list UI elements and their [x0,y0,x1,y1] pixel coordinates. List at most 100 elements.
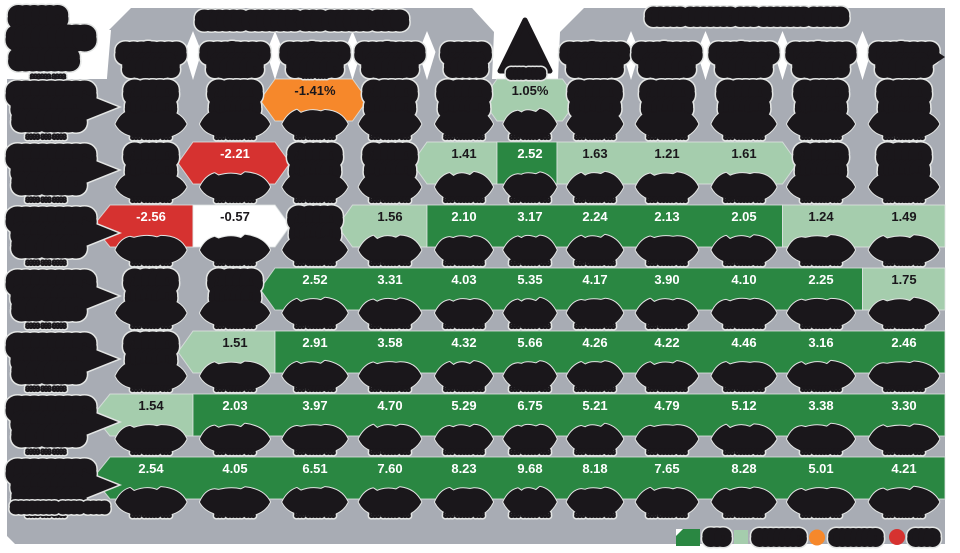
svg-text:8.8888: 8.8888 [131,148,171,163]
svg-text:3.90: 3.90 [654,272,679,287]
svg-text:1.63: 1.63 [582,146,607,161]
svg-text:2.13: 2.13 [654,209,679,224]
svg-text:888 88888 888: 888 88888 888 [370,450,411,456]
svg-text:8.8888: 8.8888 [295,148,335,163]
svg-text:888 88888 888: 888 88888 888 [510,450,551,456]
svg-text:888 88888 888: 888 88888 888 [575,135,616,141]
svg-text:888 88888 888: 888 88888 888 [575,198,616,204]
svg-text:3.30: 3.30 [891,398,916,413]
svg-text:8888 888 8888: 8888 888 8888 [26,450,67,456]
svg-text:888 88888 888: 888 88888 888 [801,387,842,393]
svg-text:888888 8888: 888888 8888 [30,75,66,81]
svg-text:888 88888: 888 88888 [18,239,79,254]
svg-text:8.23: 8.23 [451,461,476,476]
svg-text:8888 888 8888: 8888 888 8888 [26,450,67,456]
svg-text:888 88888 888: 888 88888 888 [801,450,842,456]
svg-text:8888888: 8888888 [572,61,619,75]
svg-text:888 88888 888: 888 88888 888 [647,198,688,204]
svg-text:888888 8888888 888 888888 8888: 888888 8888888 888 888888 8888 [201,13,403,28]
svg-text:1.54: 1.54 [138,398,164,413]
svg-text:8888 888 8888: 8888 888 8888 [26,387,67,393]
svg-text:1.41: 1.41 [451,146,476,161]
svg-text:2.91: 2.91 [302,335,327,350]
svg-text:3.97: 3.97 [302,398,327,413]
svg-text:888 88888 888: 888 88888 888 [295,387,336,393]
svg-text:888 88888 888: 888 88888 888 [647,387,688,393]
svg-text:1.21: 1.21 [654,146,679,161]
svg-text:5.01: 5.01 [808,461,833,476]
svg-text:888 88888 888: 888 88888 888 [510,261,551,267]
svg-text:888 88888 888: 888 88888 888 [724,387,765,393]
svg-text:1.56: 1.56 [377,209,402,224]
svg-text:888 88888 888: 888 88888 888 [370,324,411,330]
svg-text:8888 8888: 8888 8888 [731,74,757,80]
svg-text:8.8888: 8.8888 [370,85,410,100]
svg-text:888 88888 888: 888 88888 888 [131,261,172,267]
svg-text:8888 888 8888: 8888 888 8888 [26,198,67,204]
svg-text:888 88888 888: 888 88888 888 [131,198,172,204]
svg-text:888: 888 [708,532,726,544]
svg-text:8888888: 8888888 [644,61,691,75]
svg-text:888 88888 888: 888 88888 888 [724,198,765,204]
svg-text:4.03: 4.03 [451,272,476,287]
svg-text:888 88888 888: 888 88888 888 [575,324,616,330]
svg-text:888 88888 888: 888 88888 888 [444,198,485,204]
svg-text:8888888: 8888888 [721,61,768,75]
svg-text:5.12: 5.12 [731,398,756,413]
svg-text:888 88888 888: 888 88888 888 [295,450,336,456]
svg-text:888 88888 888: 888 88888 888 [647,450,688,456]
svg-text:888 88888: 888 88888 [18,302,79,317]
svg-text:8888 888 8888: 8888 888 8888 [26,513,67,519]
svg-text:888 88888 888: 888 88888 888 [370,513,411,519]
svg-text:8888 8888: 8888 8888 [808,74,834,80]
svg-text:888 88888: 888 88888 [18,176,79,191]
svg-text:8888888: 8888888 [367,61,414,75]
svg-text:-1.41%: -1.41% [294,83,336,98]
svg-text:8.8888: 8.8888 [801,148,841,163]
svg-text:888 88888 888: 888 88888 888 [444,513,485,519]
svg-text:8888 888 8888: 8888 888 8888 [26,387,67,393]
svg-text:8888 888 8888: 8888 888 8888 [26,135,67,141]
svg-text:3.58: 3.58 [377,335,402,350]
svg-text:8888 888 8888: 8888 888 8888 [26,261,67,267]
svg-text:8.8888: 8.8888 [884,148,924,163]
svg-text:8888 8888: 8888 8888 [654,74,680,80]
svg-text:6.75: 6.75 [517,398,542,413]
svg-text:888 88888 888: 888 88888 888 [801,198,842,204]
svg-text:2.25: 2.25 [808,272,833,287]
svg-text:8.18: 8.18 [582,461,607,476]
svg-text:4.70: 4.70 [377,398,402,413]
svg-text:2.54: 2.54 [138,461,164,476]
svg-text:8888 8888: 8888 8888 [138,74,164,80]
svg-text:4.26: 4.26 [582,335,607,350]
svg-text:888 88888 888: 888 88888 888 [647,261,688,267]
svg-text:888 88888 888: 888 88888 888 [295,324,336,330]
svg-text:8.8888: 8.8888 [215,274,255,289]
svg-text:8.8888: 8.8888 [131,337,171,352]
svg-text:88888888: 88888888 [757,533,802,544]
svg-text:2.03: 2.03 [222,398,247,413]
svg-text:8888 8888: 8888 8888 [302,74,328,80]
svg-text:2.52: 2.52 [517,146,542,161]
svg-text:888888 8888: 888888 8888 [30,75,66,81]
svg-text:888 88888 888: 888 88888 888 [444,261,485,267]
svg-text:888 88888 888: 888 88888 888 [510,513,551,519]
svg-text:8888 8888: 8888 8888 [808,74,834,80]
svg-text:8888 8888: 8888 8888 [377,74,403,80]
svg-text:4.79: 4.79 [654,398,679,413]
svg-text:1.61: 1.61 [731,146,756,161]
svg-text:888 88888 888: 888 88888 888 [884,198,925,204]
svg-text:8.8888: 8.8888 [370,148,410,163]
svg-text:5.35: 5.35 [517,272,542,287]
svg-text:88888888: 88888888 [15,52,73,67]
svg-text:888 88888 888: 888 88888 888 [510,387,551,393]
svg-text:8.8888: 8.8888 [647,85,687,100]
svg-text:888888888: 888888888 [13,30,88,47]
svg-text:888 88888 888: 888 88888 888 [370,261,411,267]
svg-text:888 88888 888: 888 88888 888 [370,387,411,393]
svg-text:888 88888 888: 888 88888 888 [801,513,842,519]
svg-text:4.10: 4.10 [731,272,756,287]
svg-text:2.10: 2.10 [451,209,476,224]
svg-text:888 88888 888: 888 88888 888 [724,450,765,456]
svg-text:2.24: 2.24 [582,209,608,224]
